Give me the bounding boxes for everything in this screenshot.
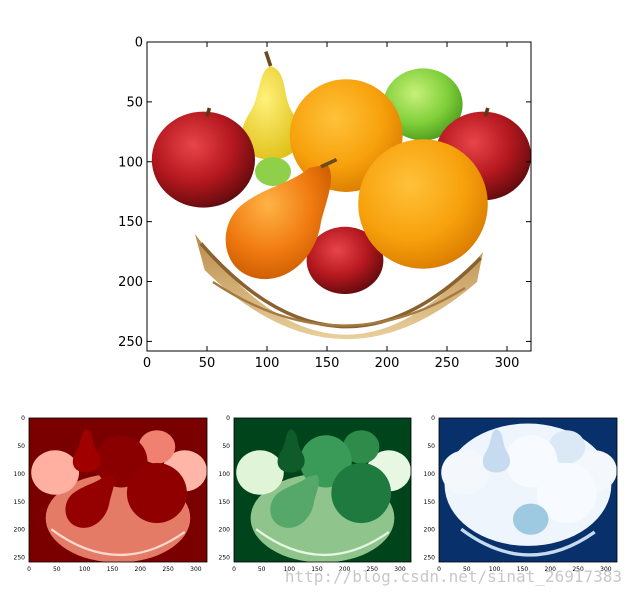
y-tick-label: 150 — [219, 499, 231, 506]
x-tick-label: 150 — [107, 566, 119, 573]
x-tick-label: 200 — [545, 566, 557, 573]
x-tick-label: 200 — [135, 566, 147, 573]
x-tick-label: 100 — [284, 566, 296, 573]
y-tick-label: 0 — [226, 415, 230, 422]
y-tick-label: 50 — [17, 443, 25, 450]
x-tick-label: 0 — [27, 566, 31, 573]
y-tick-label: 250 — [219, 555, 231, 562]
blue-channel-tick-labels: 0 50 100 150 200 250 300 0 50 100 150 200 250 — [424, 415, 612, 573]
x-tick-label: 200 — [339, 566, 351, 573]
y-tick-label: 100 — [118, 155, 143, 170]
x-tick-label: 300 — [190, 566, 202, 573]
x-tick-label: 250 — [572, 566, 584, 573]
x-tick-label: 250 — [435, 356, 460, 371]
blue-channel-plot: 0 50 100 150 200 250 300 0 50 100 150 200 250 — [424, 415, 618, 573]
y-tick-label: 150 — [118, 215, 143, 230]
x-tick-label: 300 — [394, 566, 406, 573]
y-tick-label: 250 — [424, 555, 436, 562]
x-tick-label: 50 — [258, 566, 266, 573]
blue-channel-image — [439, 418, 617, 562]
green-channel-tick-labels: 0 50 100 150 200 250 300 0 50 100 150 200 250 — [219, 415, 406, 573]
x-tick-label: 50 — [463, 566, 471, 573]
main-plot-ticks — [146, 41, 531, 351]
y-tick-label: 150 — [424, 499, 436, 506]
green-channel-plot: 0 50 100 150 200 250 300 0 50 100 150 200 250 — [219, 415, 412, 573]
y-tick-label: 0 — [431, 415, 435, 422]
x-tick-label: 300 — [495, 356, 520, 371]
y-tick-label: 50 — [222, 443, 230, 450]
y-tick-label: 250 — [14, 555, 26, 562]
y-tick-label: 100 — [14, 471, 26, 478]
y-tick-label: 0 — [21, 415, 25, 422]
x-tick-label: 0 — [232, 566, 236, 573]
x-tick-label: 250 — [367, 566, 379, 573]
x-tick-label: 150 — [311, 566, 323, 573]
red-channel-plot: 0 50 100 150 200 250 300 0 50 100 150 200 250 — [14, 415, 208, 573]
red-channel-image — [29, 418, 207, 562]
fruit-basket-image — [147, 42, 531, 351]
main-image-plot: 0 50 100 150 200 250 300 0 50 100 150 200 250 — [118, 36, 532, 371]
x-tick-label: 200 — [375, 356, 400, 371]
y-tick-label: 50 — [427, 443, 435, 450]
x-tick-label: 100 — [489, 566, 501, 573]
watermark-text: http://blog.csdn.net/sinat_26917383 — [285, 567, 622, 586]
x-tick-label: 250 — [162, 566, 174, 573]
main-plot-tick-labels: 0 50 100 150 200 250 300 0 50 100 150 200 250 — [118, 36, 519, 371]
x-tick-label: 100 — [79, 566, 91, 573]
x-tick-label: 150 — [517, 566, 529, 573]
y-tick-label: 200 — [118, 275, 143, 290]
y-tick-label: 200 — [14, 527, 26, 534]
y-tick-label: 0 — [135, 36, 143, 51]
y-tick-label: 200 — [424, 527, 436, 534]
main-plot-frame — [146, 41, 532, 352]
y-tick-label: 100 — [219, 471, 231, 478]
y-tick-label: 100 — [424, 471, 436, 478]
x-tick-label: 0 — [143, 356, 151, 371]
green-channel-image — [234, 418, 411, 562]
red-channel-tick-labels: 0 50 100 150 200 250 300 0 50 100 150 200 250 — [14, 415, 202, 573]
y-tick-label: 150 — [14, 499, 26, 506]
x-tick-label: 150 — [315, 356, 340, 371]
y-tick-label: 250 — [118, 335, 143, 350]
x-tick-label: 50 — [53, 566, 61, 573]
x-tick-label: 0 — [437, 566, 441, 573]
x-tick-label: 50 — [199, 356, 216, 371]
x-tick-label: 100 — [255, 356, 280, 371]
y-tick-label: 50 — [126, 95, 143, 110]
x-tick-label: 300 — [600, 566, 612, 573]
y-tick-label: 200 — [219, 527, 231, 534]
